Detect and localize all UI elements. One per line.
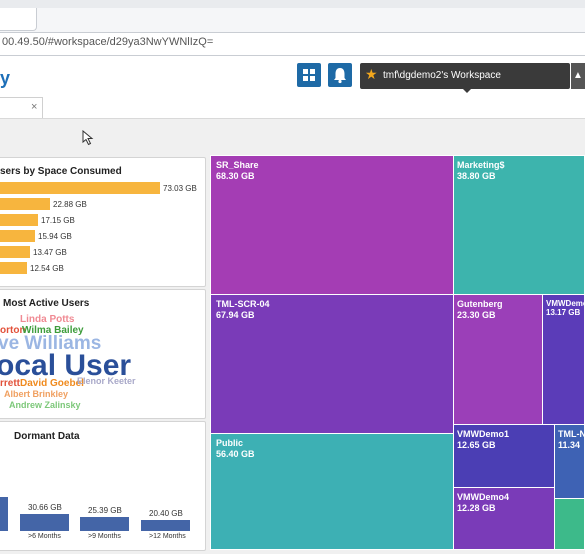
notifications-button[interactable] xyxy=(328,63,352,87)
top-users-bar[interactable] xyxy=(0,262,27,274)
dormant-category-label: >9 Months xyxy=(88,533,121,540)
dormant-bar[interactable] xyxy=(0,497,8,531)
tile-name: Gutenberg xyxy=(457,299,503,309)
browser-tab[interactable] xyxy=(0,8,37,31)
word-cloud-item[interactable]: Albert Brinkley xyxy=(4,389,69,399)
word-cloud-item[interactable]: Linda Potts xyxy=(20,314,75,325)
dormant-category-label: >12 Months xyxy=(149,533,186,540)
workspace-label[interactable]: tmf\dgdemo2's Workspace xyxy=(383,70,501,81)
tile-size: 13.17 GB xyxy=(546,308,581,317)
dormant-bar[interactable] xyxy=(141,520,190,531)
top-users-bar-label: 13.47 GB xyxy=(33,248,67,257)
top-users-bar-label: 73.03 GB xyxy=(163,184,197,193)
address-bar[interactable] xyxy=(0,32,585,56)
tile-size: 12.28 GB xyxy=(457,503,496,513)
top-users-bar[interactable] xyxy=(0,214,38,226)
word-cloud-item[interactable]: Andrew Zalinsky xyxy=(9,400,81,410)
app-logo[interactable]: y xyxy=(0,68,11,88)
apps-grid-button[interactable] xyxy=(297,63,321,87)
mouse-cursor-icon xyxy=(82,130,94,146)
tile-size: 23.30 GB xyxy=(457,310,496,320)
tile-name: Marketing$ xyxy=(457,160,505,170)
word-cloud-item[interactable]: David Goebel xyxy=(20,378,84,389)
workspace-selector[interactable] xyxy=(360,63,570,89)
top-users-bar[interactable] xyxy=(0,182,160,194)
workspace-tab[interactable] xyxy=(0,97,43,120)
treemap-tile[interactable]: Marketing$ 38.80 GB xyxy=(453,155,585,295)
dormant-bar-label: 30.66 GB xyxy=(28,503,62,512)
word-cloud-item[interactable]: ve Williams xyxy=(0,333,102,354)
top-users-bar[interactable] xyxy=(0,230,35,242)
treemap-tile[interactable]: TML-SCR-04 67.94 GB xyxy=(210,294,455,434)
treemap-tile[interactable]: VMWDemo 13.17 GB xyxy=(542,294,585,425)
bell-icon xyxy=(334,68,346,84)
word-cloud-item[interactable]: Wilma Bailey xyxy=(22,325,84,336)
workspace-pointer xyxy=(462,88,472,93)
top-users-bar[interactable] xyxy=(0,246,30,258)
treemap-tile[interactable]: TML-N 11.34 xyxy=(554,424,585,499)
tile-name: TML-N xyxy=(558,429,585,439)
top-users-bar-label: 17.15 GB xyxy=(41,216,75,225)
workspace-menu-button[interactable]: ▲ xyxy=(571,63,585,89)
tile-size: 67.94 GB xyxy=(216,310,255,320)
active-users-widget[interactable] xyxy=(0,289,206,419)
treemap: SR_Share 68.30 GB Marketing$ 38.80 GB TM… xyxy=(210,155,585,550)
top-users-bar[interactable] xyxy=(0,198,50,210)
active-users-title: Most Active Users xyxy=(3,298,90,309)
top-users-bar-label: 12.54 GB xyxy=(30,264,64,273)
dormant-bar[interactable] xyxy=(80,517,129,531)
dormant-data-title: Dormant Data xyxy=(14,431,80,442)
treemap-tile[interactable]: Public 56.40 GB xyxy=(210,433,455,550)
tile-name: TML-SCR-04 xyxy=(216,299,270,309)
treemap-tile[interactable]: VMWDemo1 12.65 GB xyxy=(453,424,555,488)
dormant-bar-label: 20.40 GB xyxy=(149,509,183,518)
word-cloud-item[interactable]: rrett xyxy=(0,378,21,389)
top-users-title: sers by Space Consumed xyxy=(0,166,122,177)
top-users-chart: 73.03 GB 22.88 GB 17.15 GB 15.94 GB 13.47 GB… xyxy=(0,182,204,278)
dormant-bar[interactable] xyxy=(20,514,69,531)
word-cloud-item[interactable]: orton xyxy=(0,325,26,336)
close-icon[interactable]: × xyxy=(31,101,38,113)
dormant-data-chart: 30.66 GB >6 Months 25.39 GB >9 Months 20.40 … xyxy=(0,448,204,544)
top-users-bar-label: 22.88 GB xyxy=(53,200,87,209)
tile-size: 56.40 GB xyxy=(216,449,255,459)
grid-icon xyxy=(303,69,315,81)
treemap-tile[interactable]: VMWDemo4 12.28 GB xyxy=(453,487,555,550)
word-cloud-item[interactable]: Elenor Keeter xyxy=(77,376,136,386)
browser-tabstrip xyxy=(0,8,585,32)
tab-divider xyxy=(0,118,585,119)
tile-size: 38.80 GB xyxy=(457,171,496,181)
dormant-bar-label: 25.39 GB xyxy=(88,506,122,515)
tile-name: VMWDemo xyxy=(546,299,585,308)
tile-name: Public xyxy=(216,438,244,448)
tile-name: VMWDemo1 xyxy=(457,429,510,439)
star-icon: ★ xyxy=(365,66,378,82)
address-bar-url[interactable]: 00.49.50/#workspace/d29ya3NwYWNlIzQ= xyxy=(2,36,214,48)
tile-size: 12.65 GB xyxy=(457,440,496,450)
tile-size: 11.34 xyxy=(558,440,581,450)
tile-name: SR_Share xyxy=(216,160,259,170)
dormant-category-label: >6 Months xyxy=(28,533,61,540)
word-cloud-item[interactable]: ocal User xyxy=(0,349,132,382)
treemap-tile[interactable]: Gutenberg 23.30 GB xyxy=(453,294,543,425)
treemap-tile[interactable]: SR_Share 68.30 GB xyxy=(210,155,455,295)
treemap-tile[interactable] xyxy=(554,498,585,550)
top-users-bar-label: 15.94 GB xyxy=(38,232,72,241)
tile-name: VMWDemo4 xyxy=(457,492,510,502)
tile-size: 68.30 GB xyxy=(216,171,255,181)
